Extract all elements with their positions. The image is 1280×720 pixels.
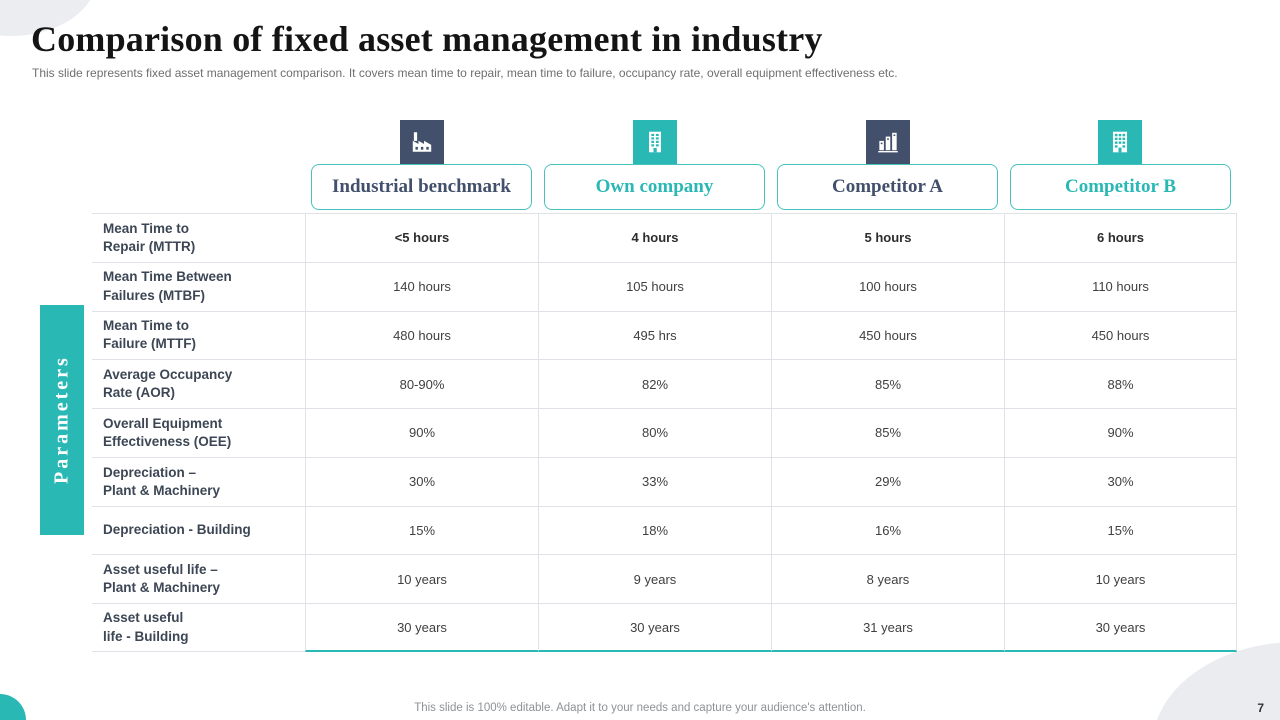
- row-label: Average Occupancy Rate (AOR): [92, 359, 305, 408]
- office-building-icon: [633, 120, 677, 164]
- slide-subtitle: This slide represents fixed asset manage…: [32, 66, 898, 80]
- table-cell: 31 years: [771, 603, 1004, 652]
- table-cell: 8 years: [771, 554, 1004, 604]
- table-cell: 6 hours: [1004, 213, 1237, 262]
- table-cell: 85%: [771, 359, 1004, 409]
- table-cell: 90%: [305, 408, 538, 457]
- table-cell: 10 years: [1004, 554, 1237, 604]
- table-cell: 30%: [1004, 456, 1237, 506]
- column-header-competitor-a: Competitor A: [777, 164, 998, 210]
- table-cell: 29%: [771, 456, 1004, 506]
- row-label: Depreciation – Plant & Machinery: [92, 456, 305, 506]
- column-header-own-company: Own company: [544, 164, 765, 210]
- table-cell: 85%: [771, 408, 1004, 457]
- table-cell: 33%: [538, 456, 771, 506]
- table-cell: 15%: [1004, 505, 1237, 555]
- table-cell: 80-90%: [305, 359, 538, 409]
- slide-footer: This slide is 100% editable. Adapt it to…: [414, 702, 866, 714]
- table-cell: 30 years: [305, 603, 538, 652]
- column-header-label: Competitor B: [1065, 176, 1176, 197]
- table-cell: <5 hours: [305, 213, 538, 262]
- table-cell: 15%: [305, 505, 538, 555]
- row-label: Asset useful life – Plant & Machinery: [92, 554, 305, 603]
- row-label: Depreciation - Building: [92, 505, 305, 555]
- table-cell: 110 hours: [1004, 261, 1237, 311]
- table-cell: 30 years: [538, 603, 771, 652]
- table-cell: 88%: [1004, 359, 1237, 409]
- table-cell: 5 hours: [771, 213, 1004, 262]
- table-cell: 82%: [538, 359, 771, 409]
- table-cell: 480 hours: [305, 310, 538, 360]
- table-cell: 30 years: [1004, 603, 1237, 652]
- table-cell: 105 hours: [538, 261, 771, 311]
- table-cell: 90%: [1004, 408, 1237, 457]
- table-cell: 100 hours: [771, 261, 1004, 311]
- parameters-axis-label: Parameters: [40, 305, 84, 535]
- row-label: Mean Time to Repair (MTTR): [92, 213, 305, 262]
- row-label: Mean Time to Failure (MTTF): [92, 310, 305, 360]
- city-chart-icon: [866, 120, 910, 164]
- table-cell: 30%: [305, 456, 538, 506]
- table-cell: 18%: [538, 505, 771, 555]
- table-cell: 16%: [771, 505, 1004, 555]
- factory-icon: [400, 120, 444, 164]
- building-windows-icon: [1098, 120, 1142, 164]
- table-cell: 450 hours: [1004, 310, 1237, 360]
- table-cell: 9 years: [538, 554, 771, 604]
- column-header-label: Industrial benchmark: [332, 176, 511, 197]
- table-cell: 80%: [538, 408, 771, 457]
- row-label: Mean Time Between Failures (MTBF): [92, 261, 305, 311]
- column-header-label: Competitor A: [832, 176, 943, 197]
- table-cell: 495 hrs: [538, 310, 771, 360]
- page-number: 7: [1257, 701, 1264, 715]
- table-cell: 450 hours: [771, 310, 1004, 360]
- column-header-competitor-b: Competitor B: [1010, 164, 1231, 210]
- row-label: Asset useful life - Building: [92, 603, 305, 652]
- row-label: Overall Equipment Effectiveness (OEE): [92, 408, 305, 457]
- comparison-table: Mean Time to Repair (MTTR) <5 hours 4 ho…: [92, 213, 1237, 652]
- column-header-label: Own company: [595, 176, 714, 197]
- table-cell: 4 hours: [538, 213, 771, 262]
- table-cell: 140 hours: [305, 261, 538, 311]
- column-header-industrial-benchmark: Industrial benchmark: [311, 164, 532, 210]
- table-cell: 10 years: [305, 554, 538, 604]
- page-title: Comparison of fixed asset management in …: [31, 19, 823, 59]
